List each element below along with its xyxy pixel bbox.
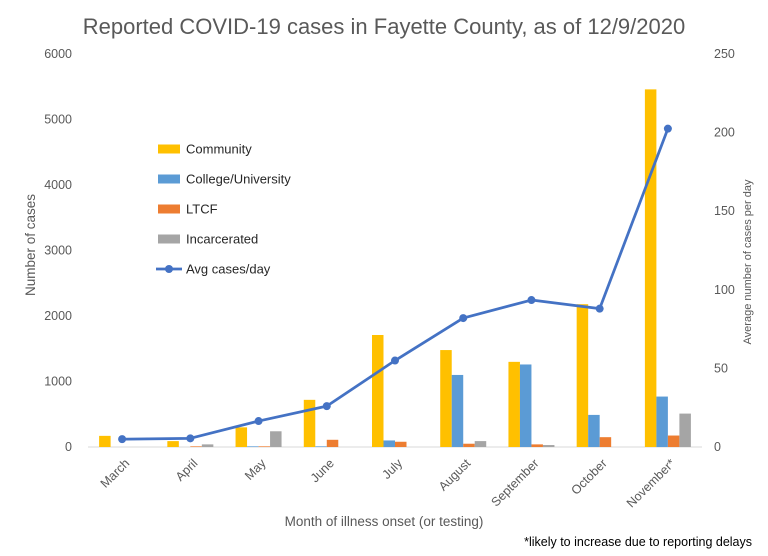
bar-ltcf	[667, 435, 680, 447]
bar-community	[508, 361, 520, 447]
y-tick-label: 2000	[44, 309, 72, 323]
bar-college-university	[247, 446, 259, 447]
bar-community	[372, 334, 384, 447]
avg-cases-point	[527, 296, 536, 305]
bar-college-university	[383, 440, 395, 447]
avg-cases-point	[186, 434, 195, 443]
y2-tick-label: 200	[714, 126, 735, 140]
legend-marker	[165, 265, 173, 273]
bar-community	[99, 435, 111, 447]
bar-community	[167, 441, 179, 447]
bar-college-university	[519, 364, 532, 447]
y-tick-label: 1000	[44, 375, 72, 389]
legend-swatch	[158, 204, 180, 214]
y-tick-label: 5000	[44, 113, 72, 127]
legend-label: College/University	[186, 172, 291, 187]
bars-group	[99, 89, 691, 448]
bar-incarcerated	[201, 444, 214, 447]
y2-tick-label: 250	[714, 47, 735, 61]
bar-ltcf	[190, 446, 202, 447]
legend-label: Community	[186, 142, 252, 157]
x-tick-labels: March April May June July August September Octo…	[98, 456, 678, 511]
x-tick-label: May	[242, 456, 269, 483]
bar-college-university	[315, 446, 327, 447]
legend-swatch	[158, 144, 180, 154]
chart-title: Reported COVID-19 cases in Fayette Count…	[83, 14, 685, 39]
legend-label: Avg cases/day	[186, 262, 271, 277]
y2-tick-label: 50	[714, 361, 728, 375]
avg-cases-point	[459, 314, 468, 323]
x-tick-label: October	[568, 456, 609, 497]
x-tick-label: June	[308, 456, 337, 485]
y2-tick-label: 100	[714, 283, 735, 297]
bar-incarcerated	[679, 413, 691, 447]
x-tick-label: August	[436, 456, 474, 494]
avg-cases-point	[254, 417, 263, 426]
footnote: *likely to increase due to reporting del…	[524, 535, 752, 549]
bar-incarcerated	[474, 441, 487, 447]
y-tick-label: 6000	[44, 47, 72, 61]
bar-ltcf	[531, 444, 543, 447]
avg-cases-point	[663, 124, 672, 133]
right-axis-ticks: 0 50 100 150 200 250	[714, 47, 735, 454]
y-tick-label: 0	[65, 440, 72, 454]
x-tick-label: March	[98, 456, 132, 490]
bar-community	[235, 427, 248, 447]
bar-incarcerated	[270, 431, 282, 447]
left-axis-ticks: 0 1000 2000 3000 4000 5000 6000	[44, 47, 72, 454]
bar-community	[440, 350, 452, 447]
bar-college-university	[451, 374, 464, 447]
bar-ltcf	[326, 439, 339, 447]
bar-community	[576, 304, 589, 447]
avg-cases-point	[391, 356, 399, 365]
x-tick-label: July	[379, 456, 405, 482]
y2-axis-title: Average number of cases per day	[742, 179, 754, 344]
legend-label: LTCF	[186, 202, 218, 217]
x-tick-label: April	[173, 456, 201, 484]
avg-cases-point	[322, 402, 331, 411]
avg-cases-point	[118, 435, 127, 444]
line-series-group	[118, 124, 672, 444]
x-tick-label: November*	[624, 456, 678, 510]
bar-college-university	[656, 396, 668, 447]
bar-ltcf	[599, 437, 612, 447]
legend-label: Incarcerated	[186, 232, 258, 247]
y-tick-label: 4000	[44, 178, 72, 192]
y-axis-title: Number of cases	[23, 194, 38, 296]
bar-ltcf	[463, 443, 475, 447]
x-tick-label: September	[488, 456, 541, 509]
legend-swatch	[158, 234, 180, 244]
legend-swatch	[158, 174, 180, 184]
x-axis-title: Month of illness onset (or testing)	[285, 514, 484, 529]
bar-community	[303, 399, 316, 447]
bar-community	[644, 89, 657, 448]
bar-ltcf	[258, 446, 271, 447]
bar-college-university	[588, 414, 600, 447]
legend: Community College/University LTCF Incarcera…	[156, 142, 291, 277]
y2-tick-label: 150	[714, 204, 735, 218]
avg-cases-point	[595, 304, 604, 313]
bar-ltcf	[395, 441, 407, 447]
bar-incarcerated	[542, 445, 555, 447]
y-tick-label: 3000	[44, 244, 72, 258]
y2-tick-label: 0	[714, 440, 721, 454]
